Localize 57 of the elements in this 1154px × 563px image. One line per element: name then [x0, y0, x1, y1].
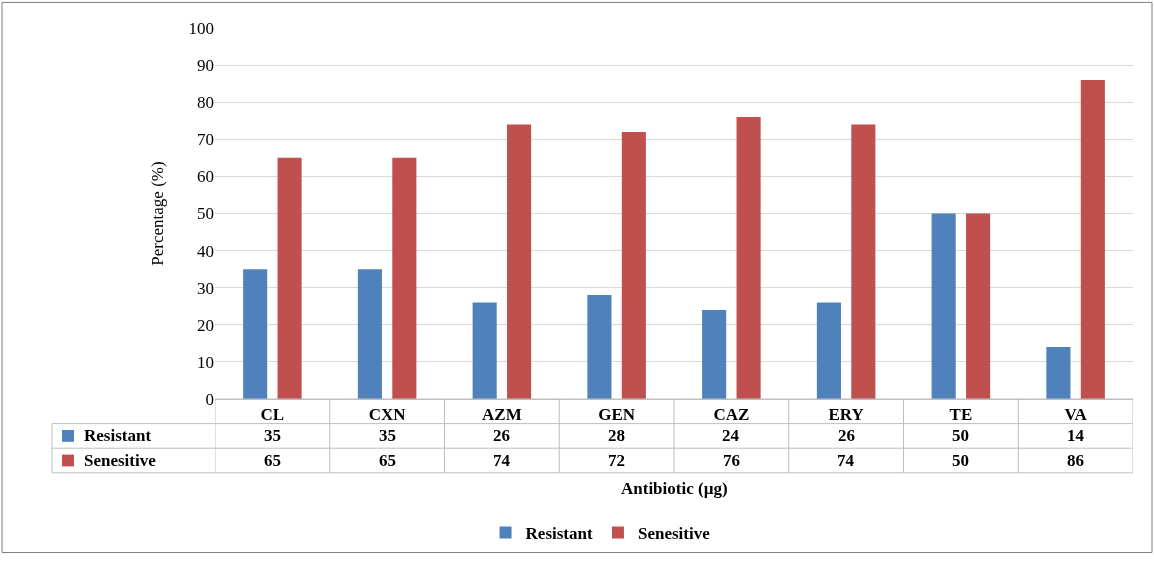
data-label: 76	[723, 451, 740, 470]
x-tick-label: TE	[949, 405, 973, 425]
bar	[816, 302, 841, 399]
y-tick-label: 60	[197, 167, 214, 187]
text: Senesitive	[84, 451, 156, 470]
bar	[931, 213, 956, 399]
y-tick-label: 100	[188, 18, 214, 38]
data-label: 74	[493, 451, 511, 470]
y-axis-title: Percentage (%)	[148, 161, 168, 266]
y-tick-label: 90	[197, 56, 214, 76]
x-tick-label: ERY	[828, 405, 864, 425]
x-tick-label: VA	[1064, 405, 1088, 425]
text: Resistant	[525, 524, 593, 544]
bar	[507, 124, 532, 399]
bar	[736, 117, 761, 399]
data-label: 65	[264, 451, 281, 470]
bar	[243, 269, 268, 399]
data-label: 24	[722, 426, 740, 445]
legend-label: Senesitive	[637, 524, 711, 544]
bar	[472, 302, 497, 399]
data-label: 35	[264, 426, 281, 445]
x-axis-title: Antibiotic (µg)	[621, 479, 728, 498]
x-tick-label: GEN	[598, 405, 636, 425]
y-tick-label: 0	[205, 389, 214, 409]
y-tick-label: 20	[197, 315, 214, 335]
data-label: 35	[379, 426, 396, 445]
data-label: 50	[952, 426, 969, 445]
bar	[966, 213, 991, 399]
data-label: 50	[952, 451, 969, 470]
y-tick-label: 50	[197, 204, 214, 224]
data-label: 28	[608, 426, 625, 445]
bar	[392, 157, 417, 399]
data-label: 26	[493, 426, 510, 445]
data-label: 74	[837, 451, 855, 470]
bar	[702, 309, 727, 399]
data-label: 72	[608, 451, 625, 470]
data-label: 65	[379, 451, 396, 470]
x-tick-label: CAZ	[713, 405, 750, 425]
legend-label: Resistant	[84, 426, 152, 445]
bar	[277, 157, 302, 399]
bar	[621, 131, 646, 399]
y-tick-label: 40	[197, 241, 214, 261]
bar	[1080, 79, 1105, 399]
x-tick-label: CXN	[368, 405, 407, 425]
bar	[357, 269, 382, 399]
x-tick-label: CL	[260, 405, 285, 425]
bar	[587, 295, 612, 399]
data-label: 86	[1067, 451, 1084, 470]
data-label: 14	[1067, 426, 1085, 445]
x-tick-label: AZM	[482, 405, 522, 425]
y-tick-label: 70	[197, 130, 214, 150]
y-tick-label: 80	[197, 93, 214, 113]
bar	[1046, 347, 1071, 399]
y-tick-label: 30	[197, 278, 214, 298]
y-tick-label: 10	[197, 352, 214, 372]
data-label: 26	[838, 426, 855, 445]
bar	[851, 124, 876, 399]
